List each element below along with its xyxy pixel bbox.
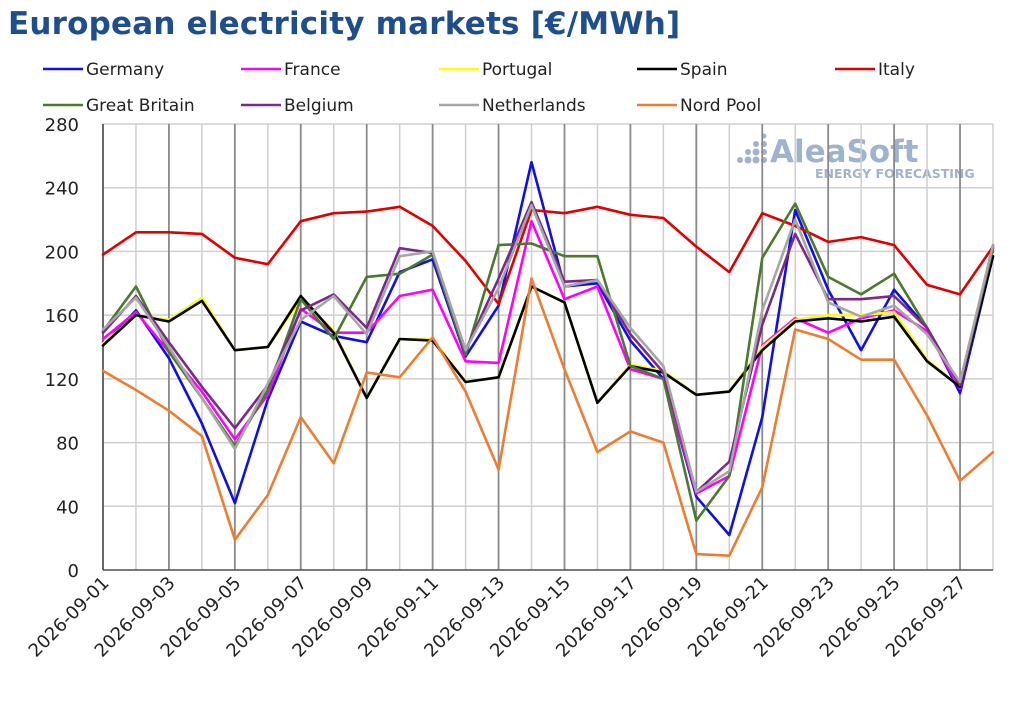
series-line-spain bbox=[101, 254, 995, 405]
logo-dot bbox=[744, 156, 752, 164]
y-tick-label: 240 bbox=[45, 179, 79, 200]
series-line-netherlands bbox=[101, 203, 995, 494]
logo-dot bbox=[752, 148, 760, 156]
y-tick-label: 280 bbox=[45, 115, 79, 136]
y-tick-label: 200 bbox=[45, 242, 79, 263]
legend-label-france: France bbox=[284, 60, 341, 80]
logo-dot bbox=[745, 149, 751, 155]
y-tick-label: 0 bbox=[68, 561, 79, 582]
x-axis-ticks: 2026-09-012026-09-032026-09-052026-09-07… bbox=[25, 573, 971, 662]
series-line-germany bbox=[101, 160, 995, 537]
series-line-portugal bbox=[101, 253, 995, 405]
legend-label-spain: Spain bbox=[680, 60, 728, 80]
y-tick-label: 120 bbox=[45, 370, 79, 391]
watermark-brand: AleaSoft bbox=[770, 134, 919, 170]
aleasoft-watermark: AleaSoft ENERGY FORECASTING bbox=[737, 133, 975, 181]
legend-label-belgium: Belgium bbox=[284, 96, 354, 116]
legend-label-great-britain: Great Britain bbox=[86, 96, 195, 116]
chart-title: European electricity markets [€/MWh] bbox=[8, 6, 681, 42]
legend-label-netherlands: Netherlands bbox=[482, 96, 586, 116]
axes bbox=[102, 124, 993, 571]
y-axis-ticks: 0 40 80 120 160 200 240 280 bbox=[45, 115, 79, 582]
legend: Germany France Portugal Spain Italy Great Bri… bbox=[43, 60, 915, 116]
logo-dot bbox=[737, 157, 743, 163]
series-line-italy bbox=[101, 205, 995, 306]
series-line-nord-pool bbox=[101, 277, 995, 558]
y-tick-label: 40 bbox=[56, 497, 79, 518]
logo-dot bbox=[753, 141, 759, 147]
y-tick-label: 160 bbox=[45, 306, 79, 327]
series-line-belgium bbox=[101, 200, 995, 494]
y-tick-label: 80 bbox=[56, 434, 79, 455]
legend-label-portugal: Portugal bbox=[482, 60, 552, 80]
legend-label-nord-pool: Nord Pool bbox=[680, 96, 761, 116]
series-lines bbox=[101, 160, 995, 558]
logo-dot bbox=[752, 156, 760, 164]
legend-label-italy: Italy bbox=[878, 60, 915, 80]
legend-label-germany: Germany bbox=[86, 60, 164, 80]
